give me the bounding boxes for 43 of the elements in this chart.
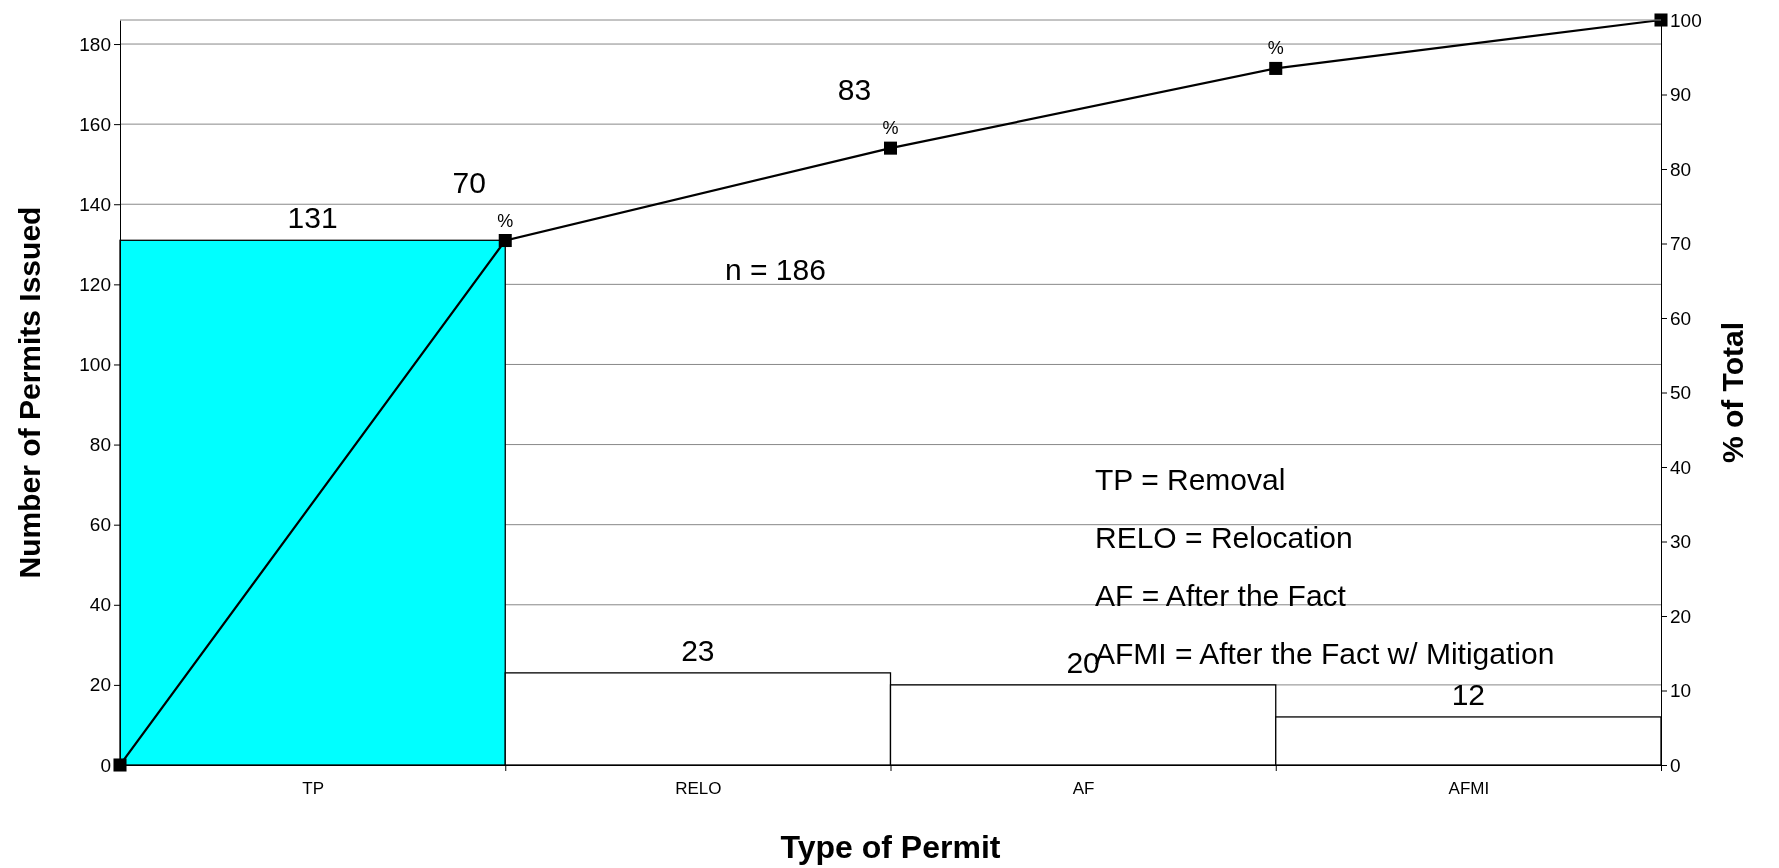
x-tick-label: AFMI: [1448, 779, 1490, 798]
data-label: 12: [1451, 677, 1486, 711]
y2-tick-label: 30: [1670, 531, 1692, 553]
y2-tick-label: 20: [1670, 605, 1692, 627]
y-tick-label: 140: [79, 193, 111, 215]
y2-tick-label: 70: [1670, 233, 1692, 255]
y-tick-label: 120: [79, 273, 111, 295]
y-tick-label: 0: [100, 754, 111, 776]
y2-tick-label: 0: [1670, 754, 1681, 776]
y-tick-label: 100: [79, 354, 111, 376]
point: [113, 758, 127, 772]
y2-tick-label: 10: [1670, 680, 1692, 702]
y-tick-label: 180: [79, 33, 111, 55]
y2-tick-label: 40: [1670, 456, 1692, 478]
data-label: 23: [681, 633, 715, 667]
y-tick-label: 20: [89, 674, 111, 696]
y2-axis-title: % of Total: [1716, 321, 1749, 464]
y2-tick-label: 90: [1670, 84, 1692, 106]
point: [1269, 61, 1283, 75]
data-label: 131: [287, 201, 338, 235]
annotation: AF = After the Fact: [1095, 579, 1347, 612]
data-label: %: [1267, 38, 1284, 59]
y2-tick-label: 50: [1670, 382, 1692, 404]
data-label: 70 %: [452, 165, 514, 231]
y-axis-title: Number of Permits Issued: [13, 206, 46, 579]
point: [498, 234, 512, 248]
x-tick-label: TP: [302, 779, 324, 798]
data-label: 83 %: [837, 73, 899, 139]
y2-tick-label: 100: [1670, 9, 1702, 31]
y-tick-label: 60: [89, 514, 111, 536]
point: [883, 141, 898, 155]
x-tick-label: AF: [1072, 779, 1095, 798]
annotation: RELO = Relocation: [1095, 521, 1353, 554]
point: [1654, 13, 1668, 27]
annotation: TP = Removal: [1095, 463, 1286, 496]
x-axis-title: Type of Permit: [780, 829, 1001, 865]
x-tick-label: RELO: [675, 779, 722, 798]
y2-tick-label: 80: [1670, 158, 1692, 180]
y2-tick-label: 60: [1670, 307, 1692, 329]
y-tick-label: 80: [89, 434, 111, 456]
annotation: n = 186: [725, 253, 826, 286]
y-tick-label: 160: [79, 113, 111, 135]
y-tick-label: 40: [89, 594, 111, 616]
